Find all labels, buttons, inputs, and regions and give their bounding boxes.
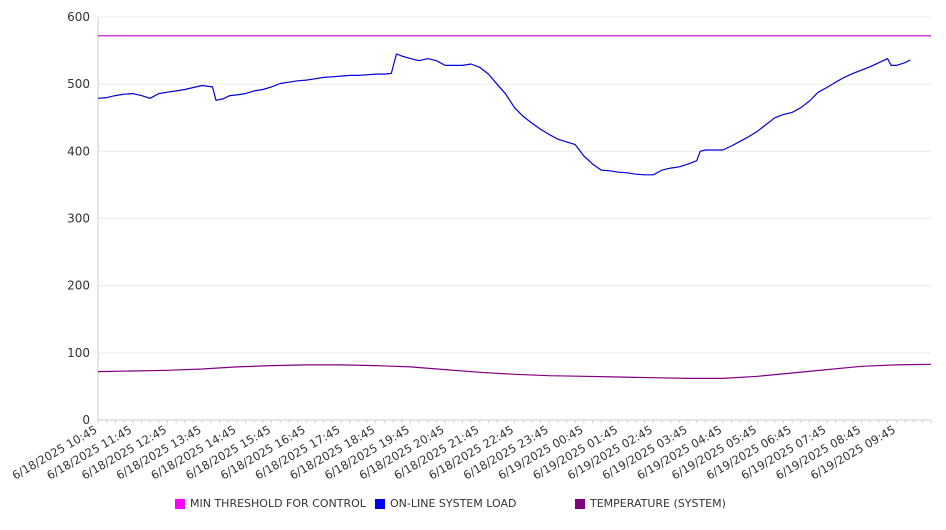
legend-label-min-threshold: MIN THRESHOLD FOR CONTROL — [190, 497, 366, 510]
legend-label-system-load: ON-LINE SYSTEM LOAD — [390, 497, 517, 510]
series — [97, 35, 932, 379]
series-line-on-line-system-load — [97, 53, 911, 176]
y-tick-label: 400 — [67, 144, 90, 158]
y-tick-label: 500 — [67, 77, 90, 91]
legend-swatch-system-load — [375, 498, 385, 509]
legend-swatch-min-threshold — [175, 498, 185, 509]
y-tick-label: 100 — [67, 346, 90, 360]
series-line-temperature-system — [97, 363, 932, 379]
legend-item-system-load: ON-LINE SYSTEM LOAD — [375, 497, 516, 510]
legend-item-min-threshold: MIN THRESHOLD FOR CONTROL — [175, 497, 366, 510]
legend-item-temperature: TEMPERATURE (SYSTEM) — [575, 497, 726, 510]
legend-swatch-temperature — [575, 498, 585, 509]
y-tick-label: 600 — [67, 10, 90, 24]
axes — [97, 17, 932, 423]
y-tick-labels: 0 100 200 300 400 500 600 — [67, 10, 90, 427]
legend: MIN THRESHOLD FOR CONTROL ON-LINE SYSTEM… — [0, 497, 946, 515]
y-tick-label: 300 — [67, 212, 90, 226]
y-tick-label: 200 — [67, 279, 90, 293]
x-tick-labels: 6/18/2025 10:456/18/2025 11:456/18/2025 … — [10, 422, 898, 482]
legend-label-temperature: TEMPERATURE (SYSTEM) — [590, 497, 726, 510]
grid — [98, 16, 931, 354]
y-tick-label: 0 — [82, 413, 90, 427]
